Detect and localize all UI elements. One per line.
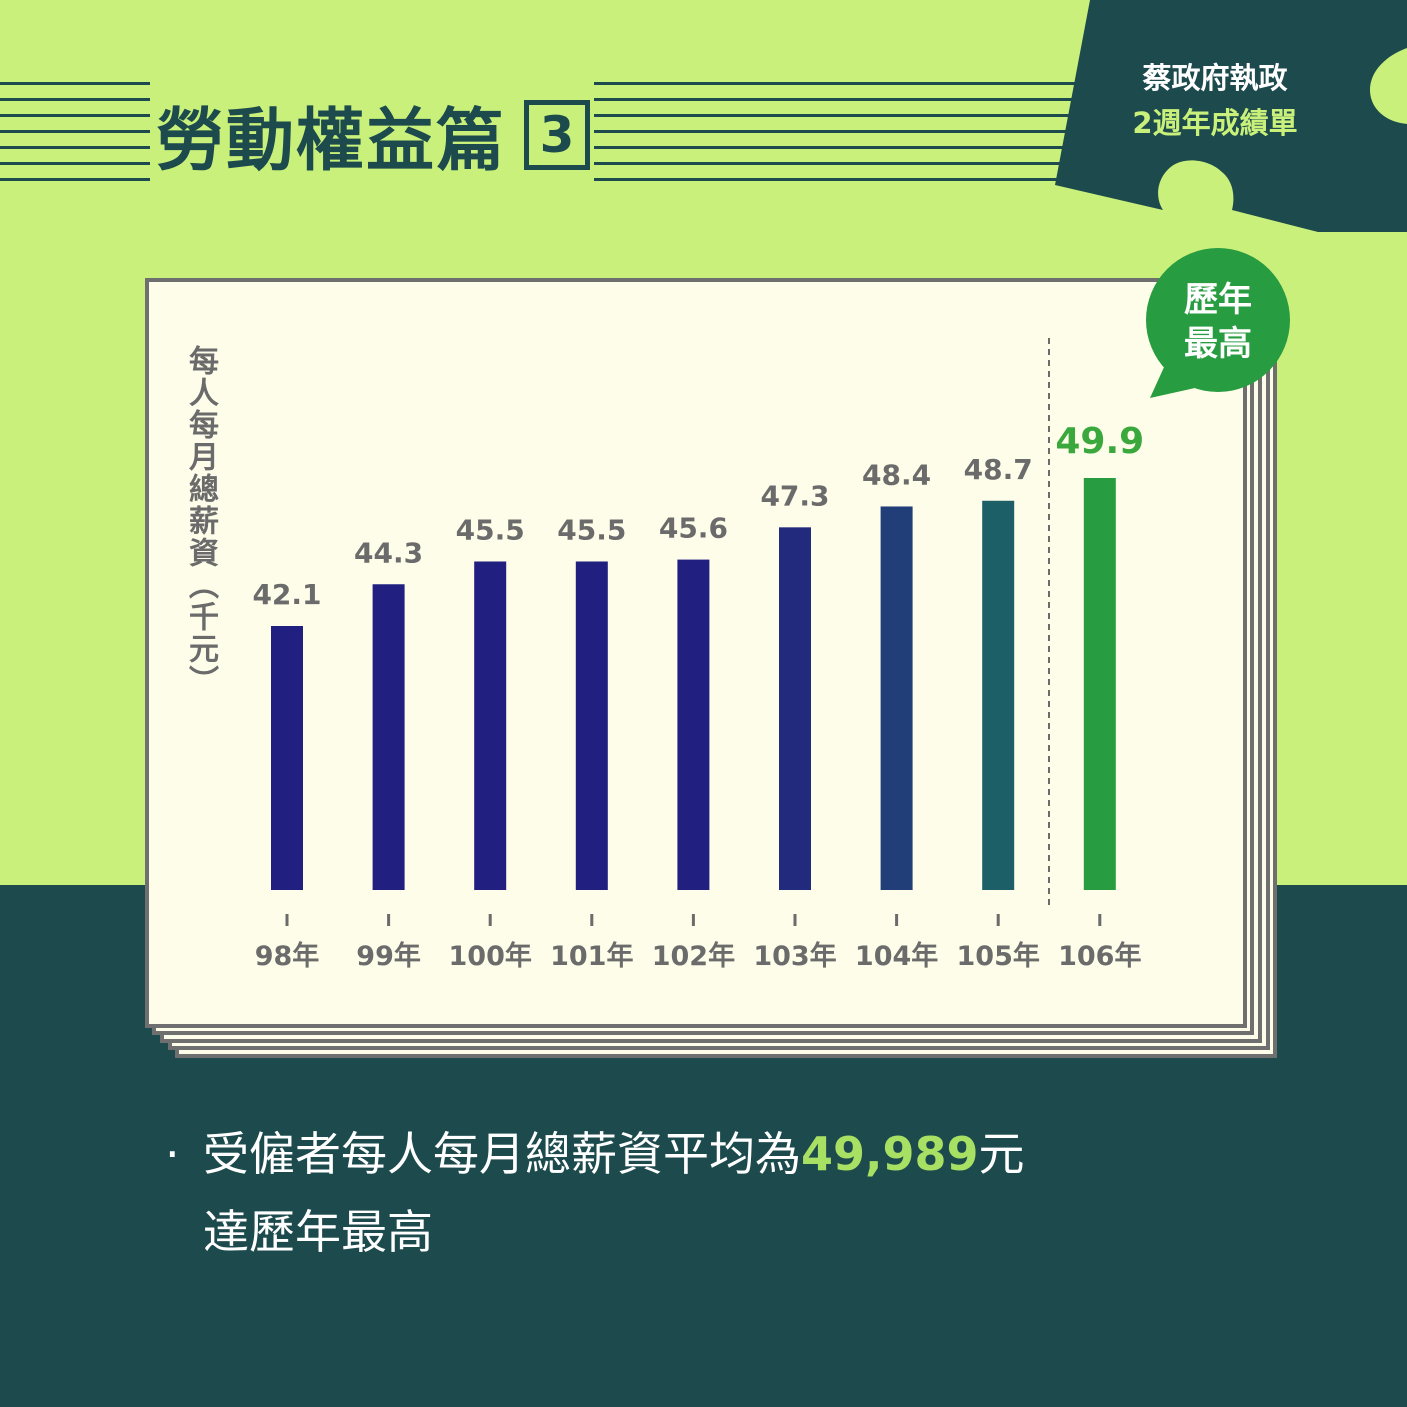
footnote-line2: 達歷年最高 (203, 1205, 433, 1259)
x-tick-label-1: 99年 (356, 940, 421, 972)
y-axis-label: 每人每月總薪資（千元） (180, 345, 220, 697)
bar-value-label-4: 45.6 (659, 512, 728, 545)
x-tick-label-6: 104年 (855, 940, 938, 972)
bar-6 (880, 506, 913, 890)
bar-5 (779, 527, 811, 890)
bar-value-label-8: 49.9 (1055, 421, 1144, 462)
highlight-bubble-icon (1146, 248, 1290, 398)
y-axis-label-text: 每人每月總薪資（千元） (183, 345, 218, 697)
bar-7 (982, 500, 1015, 890)
bar-value-label-7: 48.7 (964, 453, 1033, 486)
x-tick-label-0: 98年 (255, 940, 320, 972)
bar-value-label-2: 45.5 (456, 513, 525, 546)
title-rule-left (0, 70, 150, 200)
badge-line1: 蔡政府執政 (1142, 61, 1288, 95)
footnote-suffix: 元 (978, 1127, 1025, 1181)
x-tick-label-4: 102年 (652, 940, 735, 972)
x-tick-label-7: 105年 (957, 940, 1040, 972)
bar-2 (474, 561, 507, 890)
bar-value-label-5: 47.3 (760, 479, 829, 512)
footnote-prefix: 受僱者每人每月總薪資平均為 (203, 1127, 801, 1181)
bar-8 (1083, 478, 1116, 890)
page-title: 勞動權益篇 3 (150, 82, 591, 187)
puzzle-piece-icon (1055, 0, 1407, 232)
bar-0 (271, 626, 303, 890)
x-tick-label-3: 101年 (550, 940, 633, 972)
x-tick-label-8: 106年 (1058, 940, 1141, 972)
footnote-line1: 受僱者每人每月總薪資平均為49,989元 (203, 1118, 1025, 1190)
footnote-bullet: · (165, 1127, 180, 1181)
bar-4 (677, 559, 710, 890)
bar-value-label-1: 44.3 (354, 536, 423, 569)
title-text: 勞動權益篇 (150, 85, 513, 184)
x-tick-label-2: 100年 (449, 940, 532, 972)
bar-value-label-6: 48.4 (862, 458, 931, 491)
footnote-value: 49,989 (801, 1127, 979, 1181)
title-rule-right (594, 70, 1094, 200)
badge-line2: 2週年成績單 (1132, 106, 1298, 140)
highlight-bubble-line2: 最高 (1184, 324, 1252, 364)
bar-value-label-3: 45.5 (557, 513, 626, 546)
bar-3 (575, 561, 608, 890)
bar-1 (372, 584, 405, 890)
x-tick-label-5: 103年 (753, 940, 836, 972)
highlight-bubble-text: 歷年 最高 (1146, 278, 1290, 366)
highlight-bubble-line1: 歷年 (1184, 280, 1252, 320)
bar-value-label-0: 42.1 (252, 578, 321, 611)
section-number-box: 3 (524, 99, 591, 170)
